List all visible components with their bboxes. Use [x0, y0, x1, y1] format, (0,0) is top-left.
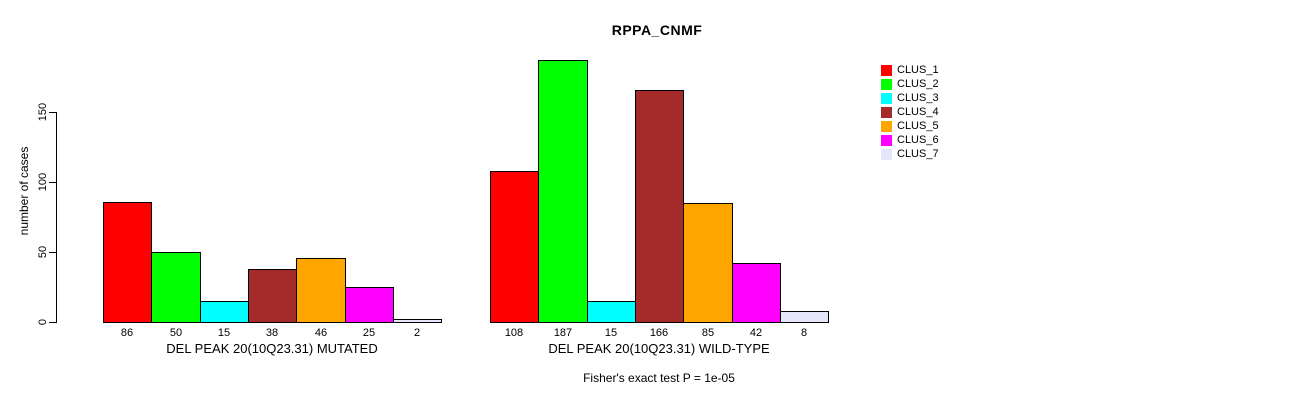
bar-clus_1-group1 — [103, 202, 152, 323]
legend-swatch-icon — [881, 134, 892, 146]
legend-item-clus_3: CLUS_3 — [881, 91, 939, 105]
legend-label: CLUS_5 — [897, 119, 939, 132]
bar-clus_7-group2 — [780, 311, 829, 323]
group-label: DEL PEAK 20(10Q23.31) MUTATED — [166, 341, 378, 356]
legend-label: CLUS_4 — [897, 105, 939, 118]
legend-swatch-icon — [881, 92, 892, 104]
legend-item-clus_6: CLUS_6 — [881, 133, 939, 147]
fisher-test-annotation: Fisher's exact test P = 1e-05 — [583, 371, 735, 385]
bar-clus_5-group1 — [296, 258, 346, 323]
bar-value-label: 50 — [169, 327, 183, 339]
legend-item-clus_5: CLUS_5 — [881, 119, 939, 133]
y-tick-mark — [49, 322, 56, 323]
bar-value-label: 42 — [749, 327, 763, 339]
bar-value-label: 108 — [504, 327, 524, 339]
legend-swatch-icon — [881, 148, 892, 160]
bar-clus_4-group2 — [635, 90, 684, 323]
bar-clus_1-group2 — [490, 171, 539, 323]
bar-clus_5-group2 — [683, 203, 733, 323]
y-tick-label: 100 — [37, 172, 49, 192]
bar-value-label: 2 — [413, 327, 421, 339]
bar-value-label: 85 — [701, 327, 715, 339]
y-tick-mark — [49, 252, 56, 253]
bar-clus_2-group2 — [538, 60, 588, 323]
chart-title: RPPA_CNMF — [611, 22, 703, 38]
legend-label: CLUS_7 — [897, 147, 939, 160]
bar-clus_2-group1 — [151, 252, 201, 323]
legend-swatch-icon — [881, 78, 892, 90]
legend-item-clus_7: CLUS_7 — [881, 147, 939, 161]
legend-swatch-icon — [881, 64, 892, 76]
group-label: DEL PEAK 20(10Q23.31) WILD-TYPE — [548, 341, 770, 356]
y-axis-label: number of cases — [17, 146, 31, 236]
legend-label: CLUS_1 — [897, 63, 939, 76]
bar-clus_3-group2 — [587, 301, 636, 323]
bar-clus_3-group1 — [200, 301, 249, 323]
y-tick-label: 0 — [37, 318, 49, 326]
bar-value-label: 25 — [362, 327, 376, 339]
bar-value-label: 86 — [120, 327, 134, 339]
bar-value-label: 166 — [649, 327, 669, 339]
legend-item-clus_2: CLUS_2 — [881, 77, 939, 91]
legend-item-clus_4: CLUS_4 — [881, 105, 939, 119]
bar-clus_6-group1 — [345, 287, 394, 323]
y-axis-line — [56, 112, 57, 323]
y-tick-mark — [49, 182, 56, 183]
bar-value-label: 38 — [265, 327, 279, 339]
y-tick-label: 150 — [37, 102, 49, 122]
y-tick-mark — [49, 112, 56, 113]
legend-item-clus_1: CLUS_1 — [881, 63, 939, 77]
bar-value-label: 15 — [217, 327, 231, 339]
bar-clus_6-group2 — [732, 263, 781, 323]
legend-swatch-icon — [881, 120, 892, 132]
bar-clus_4-group1 — [248, 269, 297, 323]
legend-swatch-icon — [881, 106, 892, 118]
bar-value-label: 15 — [604, 327, 618, 339]
bar-value-label: 8 — [800, 327, 808, 339]
legend-label: CLUS_2 — [897, 77, 939, 90]
bar-value-label: 187 — [553, 327, 573, 339]
legend-label: CLUS_6 — [897, 133, 939, 146]
bar-clus_7-group1 — [393, 319, 442, 323]
legend-label: CLUS_3 — [897, 91, 939, 104]
bar-value-label: 46 — [314, 327, 328, 339]
y-tick-label: 50 — [37, 245, 49, 259]
legend: CLUS_1 CLUS_2 CLUS_3 CLUS_4 CLUS_5 CLUS_6 CLUS… — [881, 63, 939, 161]
